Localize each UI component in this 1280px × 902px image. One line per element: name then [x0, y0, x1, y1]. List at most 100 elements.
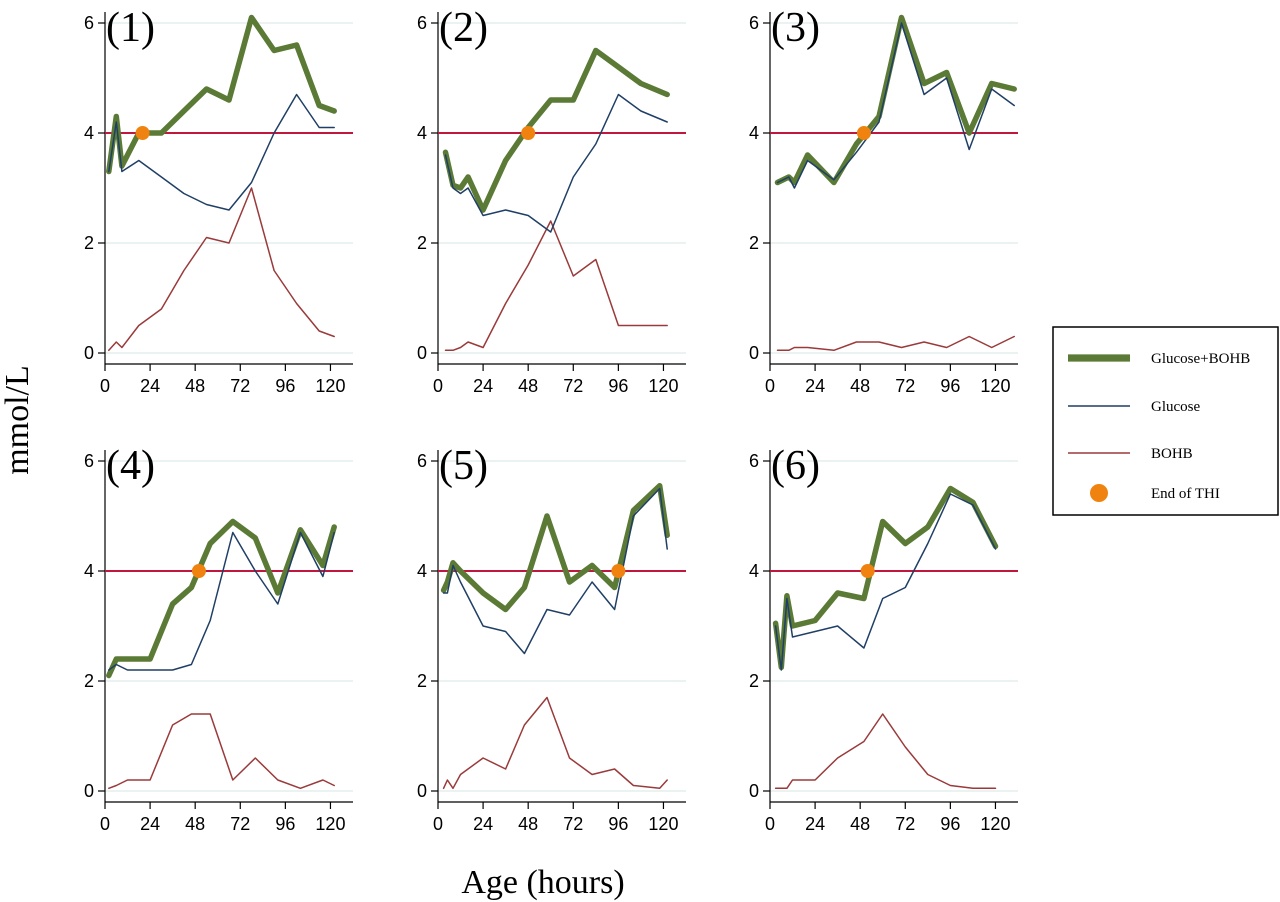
- x-tick-label: 120: [315, 376, 345, 396]
- series-bohb-line: [444, 220, 668, 352]
- panel-label: (2): [439, 5, 488, 51]
- x-tick-label: 48: [518, 376, 538, 396]
- y-axis-title: mmol/L: [0, 365, 36, 475]
- x-tick-label: 24: [805, 376, 825, 396]
- legend-label-sum: Glucose+BOHB: [1151, 351, 1250, 367]
- y-tick-label: 0: [84, 781, 94, 801]
- series-sum-line: [442, 47, 670, 213]
- y-tick-label: 2: [84, 233, 94, 253]
- end-of-thi-marker: [611, 564, 626, 578]
- x-tick-label: 24: [805, 814, 825, 834]
- y-tick-label: 0: [749, 781, 759, 801]
- x-tick-label: 0: [100, 814, 110, 834]
- y-tick-label: 4: [417, 123, 427, 143]
- y-tick-label: 2: [417, 671, 427, 691]
- x-tick-label: 24: [473, 814, 493, 834]
- x-tick-label: 96: [940, 814, 960, 834]
- x-tick-label: 48: [518, 814, 538, 834]
- series-bohb-line: [108, 713, 335, 790]
- x-tick-label: 24: [473, 376, 493, 396]
- series-glucose-line: [776, 22, 1015, 189]
- x-tick-label: 72: [895, 814, 915, 834]
- y-tick-label: 4: [417, 561, 427, 581]
- series-glucose-line: [108, 93, 335, 211]
- y-tick-label: 6: [417, 13, 427, 33]
- y-tick-label: 6: [749, 451, 759, 471]
- panel-label: (3): [771, 5, 820, 51]
- end-of-thi-marker: [860, 564, 875, 578]
- x-tick-label: 0: [100, 376, 110, 396]
- y-tick-label: 0: [417, 343, 427, 363]
- series-bohb-line: [774, 713, 997, 790]
- y-tick-label: 2: [84, 671, 94, 691]
- legend-label-end: End of THI: [1151, 486, 1220, 502]
- x-tick-label: 72: [895, 376, 915, 396]
- y-tick-label: 0: [84, 343, 94, 363]
- x-tick-label: 48: [850, 376, 870, 396]
- y-tick-label: 2: [749, 671, 759, 691]
- legend-label-bohb: BOHB: [1151, 446, 1193, 462]
- y-tick-label: 4: [84, 561, 94, 581]
- series-sum-line: [106, 518, 337, 679]
- x-tick-label: 72: [230, 814, 250, 834]
- x-tick-label: 72: [230, 376, 250, 396]
- panel-label: (1): [106, 5, 155, 51]
- series-sum-line: [440, 483, 670, 613]
- x-tick-label: 96: [940, 376, 960, 396]
- x-tick-label: 0: [433, 814, 443, 834]
- series-glucose-line: [442, 487, 668, 655]
- y-tick-label: 6: [84, 451, 94, 471]
- series-bohb-line: [442, 696, 668, 790]
- end-of-thi-marker: [191, 564, 206, 578]
- series-sum-line: [774, 14, 1017, 186]
- x-tick-label: 0: [433, 376, 443, 396]
- x-tick-label: 120: [648, 376, 678, 396]
- x-axis-title: Age (hours): [461, 864, 624, 901]
- x-tick-label: 0: [765, 814, 775, 834]
- series-glucose-line: [774, 493, 997, 671]
- x-tick-label: 120: [980, 814, 1010, 834]
- x-tick-label: 96: [608, 376, 628, 396]
- legend: Glucose+BOHB Glucose BOHB End of THI: [1052, 326, 1279, 516]
- x-tick-label: 48: [185, 376, 205, 396]
- y-tick-label: 6: [417, 451, 427, 471]
- series-glucose-line: [108, 531, 335, 671]
- panel-label: (5): [439, 443, 488, 489]
- legend-swatch-end: [1090, 484, 1108, 502]
- series-bohb-line: [776, 335, 1015, 352]
- y-tick-label: 4: [749, 123, 759, 143]
- series-sum-line: [772, 485, 999, 671]
- y-tick-label: 6: [749, 13, 759, 33]
- x-tick-label: 0: [765, 376, 775, 396]
- x-tick-label: 96: [275, 814, 295, 834]
- y-tick-label: 4: [84, 123, 94, 143]
- end-of-thi-marker: [521, 126, 536, 140]
- series-bohb-line: [108, 187, 335, 352]
- y-tick-label: 6: [84, 13, 94, 33]
- series-glucose-line: [444, 93, 668, 233]
- x-tick-label: 120: [315, 814, 345, 834]
- x-tick-label: 48: [850, 814, 870, 834]
- y-tick-label: 0: [749, 343, 759, 363]
- x-tick-label: 72: [563, 376, 583, 396]
- x-tick-label: 120: [648, 814, 678, 834]
- x-tick-label: 24: [140, 814, 160, 834]
- end-of-thi-marker: [856, 126, 871, 140]
- panel-label: (4): [106, 443, 155, 489]
- panel-label: (6): [771, 443, 820, 489]
- x-tick-label: 96: [275, 376, 295, 396]
- x-tick-label: 72: [563, 814, 583, 834]
- y-tick-label: 0: [417, 781, 427, 801]
- x-tick-label: 96: [608, 814, 628, 834]
- y-tick-label: 2: [749, 233, 759, 253]
- end-of-thi-marker: [135, 126, 150, 140]
- x-tick-label: 24: [140, 376, 160, 396]
- y-tick-label: 2: [417, 233, 427, 253]
- y-tick-label: 4: [749, 561, 759, 581]
- legend-label-glucose: Glucose: [1151, 399, 1200, 415]
